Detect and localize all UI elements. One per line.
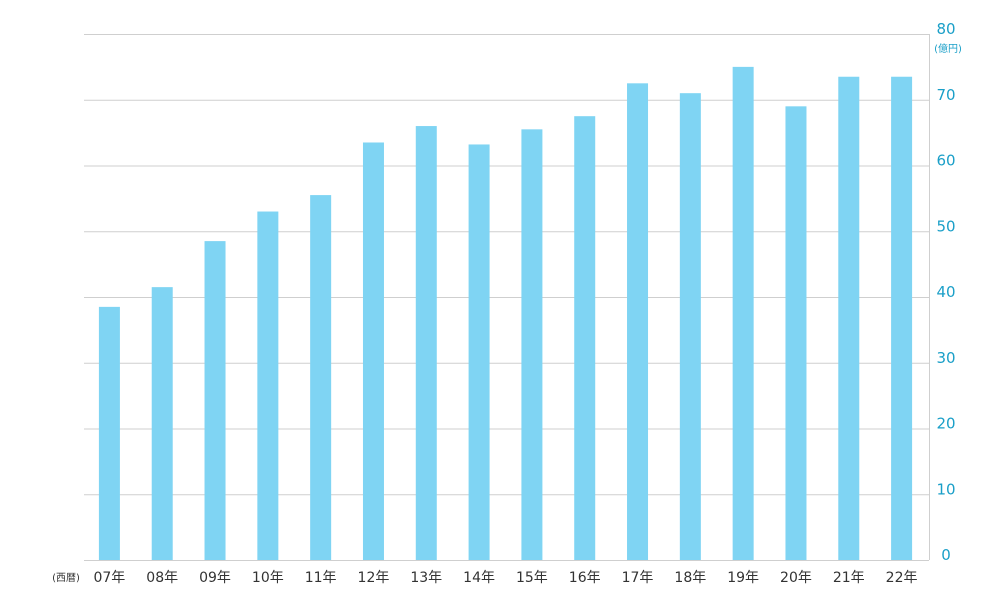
bar-19年 (732, 66, 754, 560)
bar-11年 (310, 195, 332, 560)
y-tick-label-0: 0 (941, 546, 951, 564)
bar-22年 (891, 76, 913, 561)
y-unit-label: (億円) (934, 42, 962, 55)
bar-08年 (151, 287, 173, 560)
bar-09年 (204, 241, 226, 561)
bar-12年 (362, 142, 384, 561)
y-tick-label-60: 60 (936, 152, 955, 170)
y-tick-label-40: 40 (936, 283, 955, 301)
bar-17年 (627, 83, 649, 560)
bar-20年 (785, 106, 807, 560)
x-prefix-label: (西暦) (52, 572, 80, 584)
bar-13年 (415, 126, 437, 561)
x-tick-label: 19年 (727, 570, 759, 586)
x-tick-label: 12年 (358, 570, 390, 586)
x-tick-label: 07年 (93, 570, 125, 586)
y-tick-label-80: 80 (936, 20, 955, 38)
bar-14年 (468, 144, 490, 560)
bar-layer (98, 66, 913, 561)
x-tick-label: 15年 (516, 570, 548, 586)
x-tick-label: 11年 (305, 570, 337, 586)
x-tick-label: 17年 (622, 570, 654, 586)
y-tick-label-50: 50 (936, 217, 955, 235)
x-tick-label: 18年 (674, 570, 706, 586)
x-tick-layer: 07年 08年 09年 10年 11年 12年 13年 14年 15年 16年 17年 18年 19年 2… (93, 570, 917, 586)
x-tick-label: 20年 (780, 570, 812, 586)
x-tick-label: 14年 (463, 570, 495, 586)
bar-21年 (838, 76, 860, 561)
bar-07年 (98, 306, 120, 560)
y-tick-label-70: 70 (936, 86, 955, 104)
y-tick-layer: 0 10 20 30 40 50 60 70 80 (936, 20, 955, 564)
y-tick-label-30: 30 (936, 349, 955, 367)
y-tick-label-10: 10 (936, 480, 955, 498)
bar-16年 (574, 116, 596, 560)
y-tick-label-20: 20 (936, 415, 955, 433)
bar-18年 (679, 93, 701, 561)
x-tick-label: 09年 (199, 570, 231, 586)
x-tick-label: 13年 (410, 570, 442, 586)
x-tick-label: 08年 (146, 570, 178, 586)
bar-15年 (521, 129, 543, 560)
x-tick-label: 16年 (569, 570, 601, 586)
bar-10年 (257, 211, 279, 560)
x-tick-label: 21年 (833, 570, 865, 586)
x-tick-label: 22年 (886, 570, 918, 586)
x-tick-label: 10年 (252, 570, 284, 586)
